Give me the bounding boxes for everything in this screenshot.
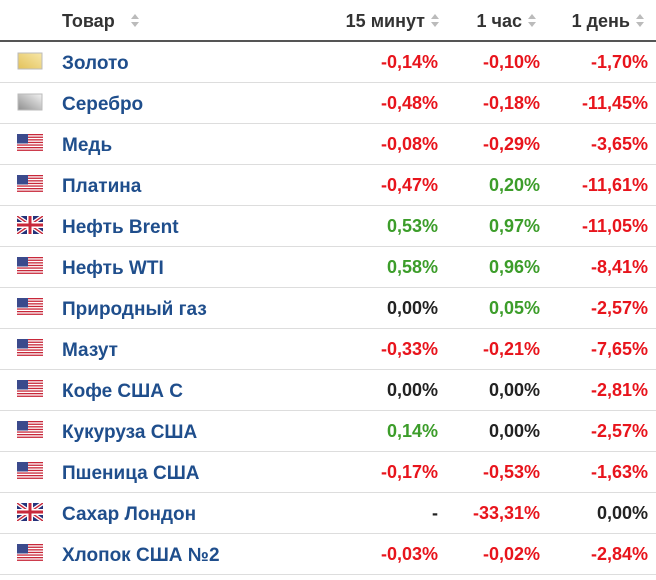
flag-icon — [17, 216, 43, 234]
change-value: -3,65% — [590, 134, 648, 154]
change-value: -0,33% — [380, 339, 438, 359]
flag-icon — [17, 339, 43, 357]
column-header[interactable]: Товар — [62, 11, 115, 31]
change-value: -0,10% — [482, 52, 540, 72]
change-value: - — [432, 503, 438, 523]
column-header[interactable]: 1 день — [571, 11, 630, 31]
table-row: Сахар Лондон - -33,31% 0,00% — [0, 493, 656, 534]
flag-icon — [17, 93, 43, 111]
sort-icon[interactable] — [528, 14, 536, 28]
change-value: -2,84% — [590, 544, 648, 564]
change-value: -33,31% — [472, 503, 540, 523]
commodity-link[interactable]: Платина — [62, 176, 142, 197]
flag-icon — [17, 52, 43, 70]
table-row: Хлопок США №2 -0,03% -0,02% -2,84% — [0, 534, 656, 575]
commodity-link[interactable]: Нефть WTI — [62, 258, 164, 279]
flag-icon — [17, 544, 43, 562]
sort-icon[interactable] — [131, 14, 139, 28]
change-value: 0,00% — [488, 421, 540, 441]
change-value: -0,21% — [482, 339, 540, 359]
change-value: 0,96% — [488, 257, 540, 277]
commodity-link[interactable]: Медь — [62, 135, 113, 156]
change-value: 0,14% — [386, 421, 438, 441]
change-value: 0,97% — [488, 216, 540, 236]
change-value: -2,57% — [590, 298, 648, 318]
change-value: -2,81% — [590, 380, 648, 400]
table-row: Золото -0,14% -0,10% -1,70% — [0, 42, 656, 83]
flag-icon — [17, 421, 43, 439]
commodity-link[interactable]: Мазут — [62, 340, 118, 361]
table-row: Пшеница США -0,17% -0,53% -1,63% — [0, 452, 656, 493]
commodity-link[interactable]: Хлопок США №2 — [62, 545, 220, 566]
flag-icon — [17, 134, 43, 152]
change-value: 0,20% — [488, 175, 540, 195]
flag-icon — [17, 380, 43, 398]
change-value: -11,05% — [581, 216, 648, 236]
change-value: 0,05% — [488, 298, 540, 318]
change-value: 0,00% — [386, 380, 438, 400]
column-header[interactable]: 15 минут — [345, 11, 425, 31]
flag-icon — [17, 175, 43, 193]
change-value: -7,65% — [590, 339, 648, 359]
change-value: -0,29% — [482, 134, 540, 154]
change-value: -0,18% — [482, 93, 540, 113]
table-header: Товар 15 минут 1 час 1 день — [0, 0, 656, 42]
change-value: -1,63% — [590, 462, 648, 482]
table-row: Нефть WTI 0,58% 0,96% -8,41% — [0, 247, 656, 288]
change-value: -0,17% — [380, 462, 438, 482]
commodity-link[interactable]: Кофе США С — [62, 381, 183, 402]
change-value: -0,08% — [380, 134, 438, 154]
change-value: 0,00% — [488, 380, 540, 400]
commodity-link[interactable]: Сахар Лондон — [62, 504, 197, 525]
change-value: 0,00% — [596, 503, 648, 523]
table-row: Платина -0,47% 0,20% -11,61% — [0, 165, 656, 206]
table-row: Природный газ 0,00% 0,05% -2,57% — [0, 288, 656, 329]
change-value: -0,14% — [380, 52, 438, 72]
change-value: -11,61% — [581, 175, 648, 195]
commodity-link[interactable]: Кукуруза США — [62, 422, 198, 443]
commodity-link[interactable]: Нефть Brent — [62, 217, 179, 238]
flag-icon — [17, 257, 43, 275]
column-header[interactable]: 1 час — [476, 11, 522, 31]
change-value: -8,41% — [590, 257, 648, 277]
sort-icon[interactable] — [636, 14, 644, 28]
change-value: -0,48% — [380, 93, 438, 113]
flag-icon — [17, 462, 43, 480]
change-value: -0,02% — [482, 544, 540, 564]
change-value: -0,53% — [482, 462, 540, 482]
commodity-link[interactable]: Пшеница США — [62, 463, 200, 484]
commodity-link[interactable]: Серебро — [62, 94, 144, 115]
change-value: 0,00% — [386, 298, 438, 318]
sort-icon[interactable] — [431, 14, 439, 28]
change-value: -2,57% — [590, 421, 648, 441]
flag-icon — [17, 503, 43, 521]
table-row: Кофе США С 0,00% 0,00% -2,81% — [0, 370, 656, 411]
commodity-link[interactable]: Золото — [62, 53, 129, 74]
table-row: Серебро -0,48% -0,18% -11,45% — [0, 83, 656, 124]
change-value: 0,53% — [386, 216, 438, 236]
change-value: 0,58% — [386, 257, 438, 277]
table-row: Медь -0,08% -0,29% -3,65% — [0, 124, 656, 165]
table-row: Кукуруза США 0,14% 0,00% -2,57% — [0, 411, 656, 452]
change-value: -0,47% — [380, 175, 438, 195]
flag-icon — [17, 298, 43, 316]
change-value: -0,03% — [380, 544, 438, 564]
change-value: -1,70% — [590, 52, 648, 72]
table-row: Нефть Brent 0,53% 0,97% -11,05% — [0, 206, 656, 247]
commodity-link[interactable]: Природный газ — [62, 299, 207, 320]
change-value: -11,45% — [581, 93, 648, 113]
table-row: Мазут -0,33% -0,21% -7,65% — [0, 329, 656, 370]
